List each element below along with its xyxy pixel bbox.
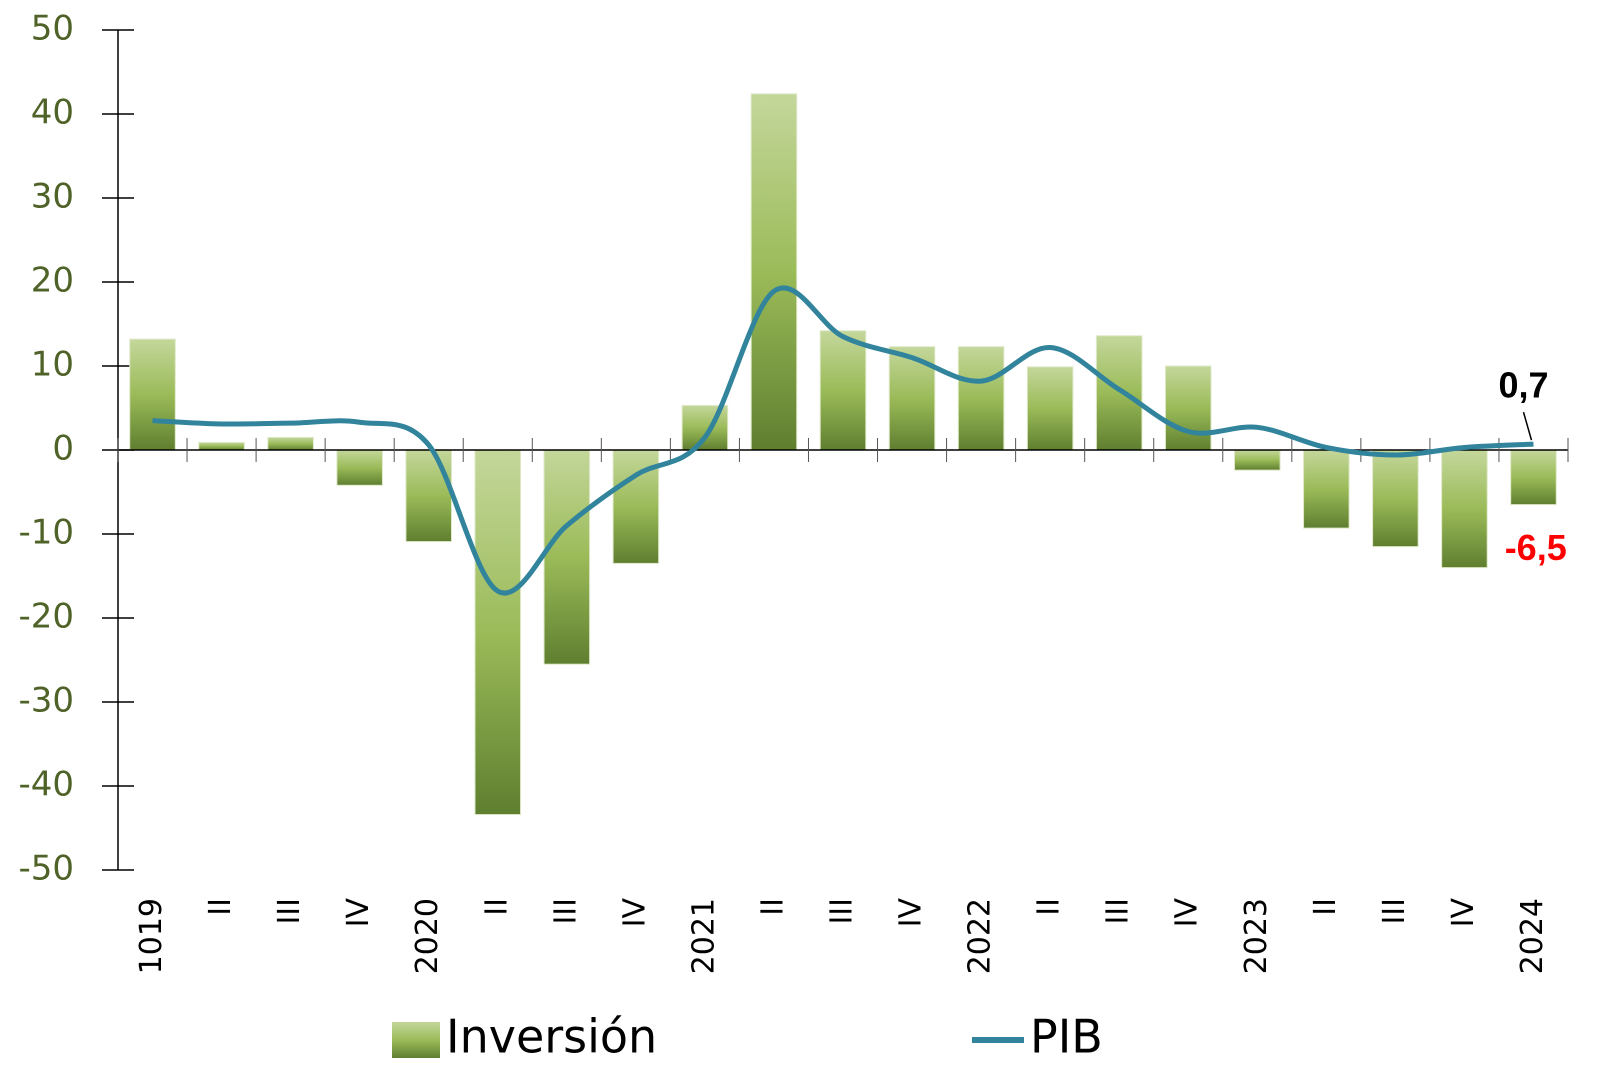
x-tick-label: II — [203, 898, 238, 916]
bar — [957, 346, 1005, 451]
y-tick-label: 50 — [31, 9, 74, 49]
x-tick-label: III — [825, 898, 860, 925]
y-tick-label: 30 — [31, 177, 74, 217]
x-tick-label: IV — [341, 898, 376, 928]
bar — [336, 449, 383, 486]
y-tick-label: 10 — [31, 345, 74, 385]
legend-swatch — [392, 1022, 440, 1058]
legend-label: PIB — [1030, 1010, 1103, 1064]
bar — [819, 330, 867, 451]
x-tick-label: IV — [894, 898, 929, 928]
x-tick-label: IV — [1170, 898, 1205, 928]
bar — [1095, 335, 1143, 451]
bar — [198, 441, 245, 451]
y-tick-label: -50 — [18, 849, 74, 889]
y-tick-label: 20 — [31, 261, 74, 301]
y-tick-label: -40 — [18, 765, 74, 805]
y-tick-label: -30 — [18, 681, 74, 721]
legend-label: Inversión — [446, 1010, 657, 1064]
x-tick-label: 2024 — [1515, 898, 1550, 974]
x-tick-label: 2023 — [1239, 898, 1274, 974]
bar — [1234, 449, 1281, 471]
bar — [750, 93, 798, 451]
bar — [1164, 365, 1212, 451]
data-label: -6,5 — [1505, 527, 1567, 568]
x-tick-label: 2021 — [686, 898, 721, 974]
x-tick-label: II — [1308, 898, 1343, 916]
line — [152, 285, 1534, 596]
x-tick-label: 1019 — [134, 898, 169, 974]
bar — [543, 449, 591, 665]
x-tick-label: II — [755, 898, 790, 916]
x-tick-label: III — [1377, 898, 1412, 925]
y-tick-label: 0 — [52, 429, 74, 469]
bar — [1026, 366, 1074, 451]
y-tick-label: -20 — [18, 597, 74, 637]
x-tick-label: IV — [617, 898, 652, 928]
bar — [405, 449, 452, 543]
bar — [267, 436, 314, 451]
data-label: 0,7 — [1498, 365, 1548, 406]
x-tick-label: 2022 — [963, 898, 998, 974]
label-leader — [1522, 411, 1533, 441]
x-tick-label: 2020 — [410, 898, 445, 974]
x-tick-label: III — [1101, 898, 1136, 925]
bar — [474, 449, 522, 816]
bar — [1372, 449, 1419, 548]
bar — [1510, 449, 1557, 506]
x-tick-label: III — [548, 898, 583, 925]
bar — [1441, 449, 1488, 569]
x-tick-label: IV — [1446, 898, 1481, 928]
bar — [129, 338, 176, 451]
bar — [1303, 449, 1350, 529]
x-tick-label: III — [272, 898, 307, 925]
x-tick-label: II — [1032, 898, 1067, 916]
x-tick-label: II — [479, 898, 514, 916]
y-tick-label: 40 — [31, 93, 74, 133]
y-tick-label: -10 — [18, 513, 74, 553]
